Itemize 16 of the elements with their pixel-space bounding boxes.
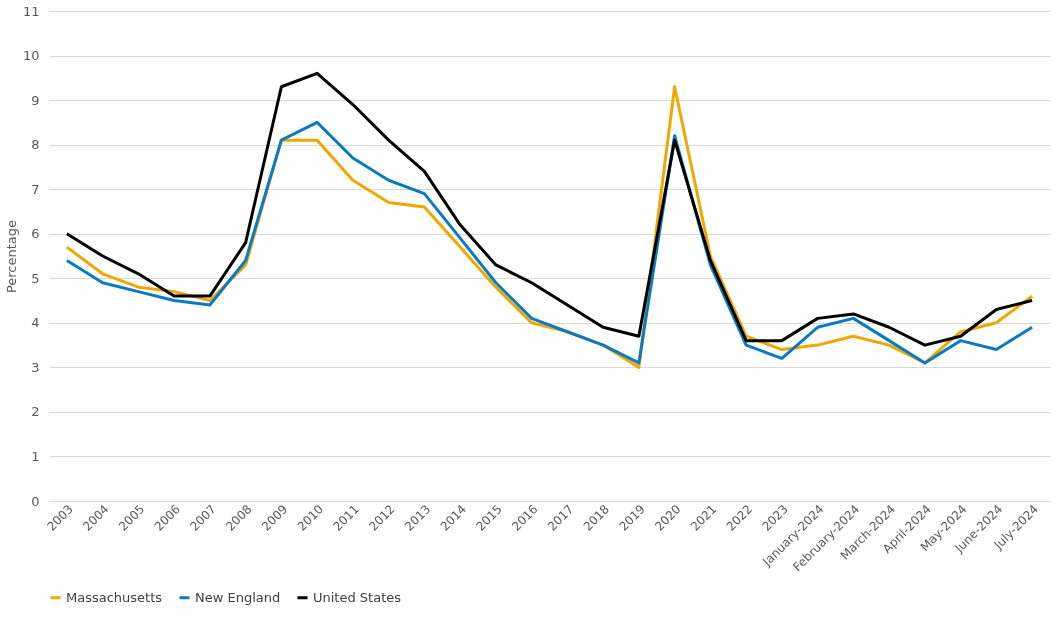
y-tick-label: 7 [31, 181, 40, 197]
y-axis-title: Percentage [3, 219, 19, 294]
y-tick-label: 6 [31, 226, 40, 242]
y-tick-label: 0 [31, 493, 40, 509]
y-tick-label: 10 [22, 48, 40, 64]
legend-label: Massachusetts [66, 589, 163, 605]
y-tick-label: 1 [31, 448, 40, 464]
y-tick-label: 3 [31, 359, 40, 375]
y-tick-label: 9 [31, 92, 40, 108]
y-tick-label: 8 [31, 137, 40, 153]
y-tick-label: 11 [22, 3, 40, 19]
legend-label: United States [313, 589, 402, 605]
y-tick-label: 4 [31, 315, 40, 331]
y-tick-label: 5 [31, 270, 40, 286]
y-tick-label: 2 [31, 404, 40, 420]
legend-label: New England [195, 589, 281, 605]
